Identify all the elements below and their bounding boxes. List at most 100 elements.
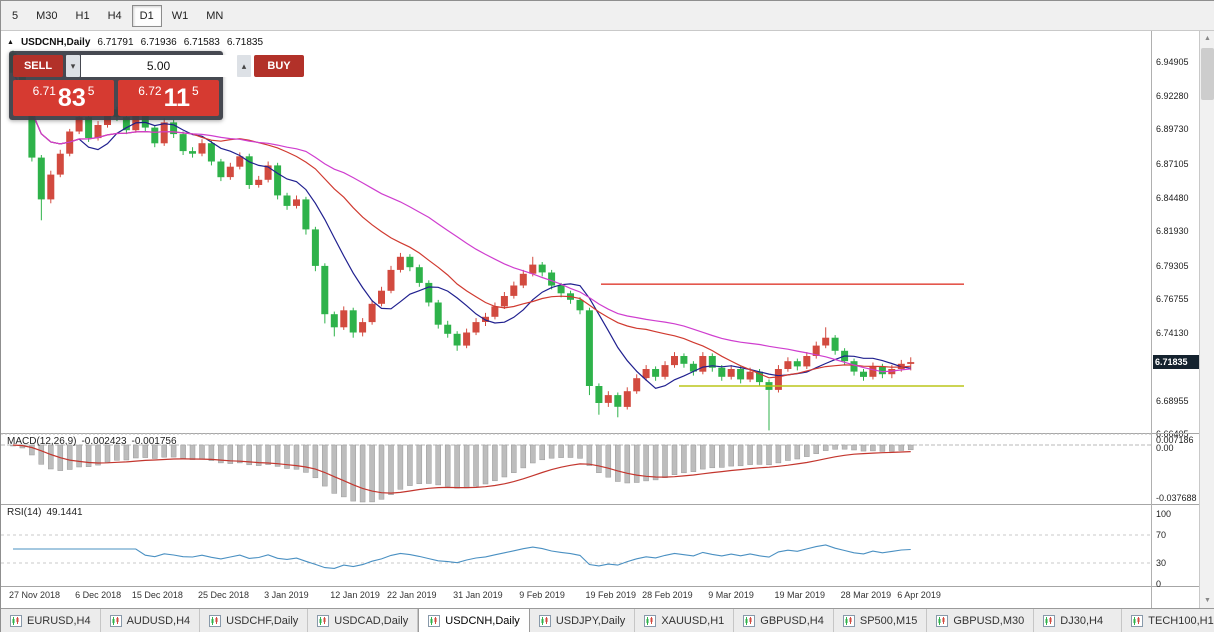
- date-label: 28 Feb 2019: [642, 590, 693, 600]
- ohlc-low: 6.71583: [183, 37, 220, 48]
- date-label: 19 Feb 2019: [585, 590, 636, 600]
- symbol-label: USDCNH,Daily: [20, 37, 91, 48]
- macd-scale-max: 0.007186: [1156, 435, 1194, 445]
- ohlc-open: 6.71791: [97, 37, 134, 48]
- chart-icon: [317, 615, 330, 627]
- timeframe-button-m30[interactable]: M30: [36, 9, 58, 22]
- tab-label: SP500,M15: [859, 615, 918, 627]
- date-label: 22 Jan 2019: [387, 590, 437, 600]
- chart-icon: [209, 615, 222, 627]
- pane-separator: [1152, 433, 1200, 434]
- price-scale-label: 6.68955: [1156, 395, 1189, 406]
- tab-audusd-h4[interactable]: AUDUSD,H4: [100, 609, 201, 632]
- timeframe-button-d1[interactable]: D1: [131, 4, 162, 27]
- timeframe-button-5[interactable]: 5: [12, 9, 19, 22]
- chart-icon: [10, 615, 22, 627]
- tab-label: USDCHF,Daily: [226, 615, 299, 627]
- date-axis: 27 Nov 2018 6 Dec 2018 15 Dec 2018 25 Dec 2…: [1, 587, 1151, 607]
- date-label: 9 Feb 2019: [519, 590, 565, 600]
- price-scale-label: 6.74130: [1156, 328, 1189, 339]
- macd-title: MACD(12,26,9): [7, 436, 77, 447]
- macd-scale-min: -0.037688: [1156, 493, 1197, 503]
- volume-input[interactable]: [81, 55, 236, 77]
- tab-usdcad-daily[interactable]: USDCAD,Daily: [308, 609, 419, 632]
- price-scale-label: 6.79305: [1156, 260, 1189, 271]
- chart-icon: [743, 615, 756, 627]
- tab-sp500-m15[interactable]: SP500,M15: [833, 609, 928, 632]
- price-scale-label: 6.94905: [1156, 56, 1189, 67]
- tab-tech100-h1[interactable]: TECH100,H1: [1122, 609, 1214, 632]
- chart-icon: [428, 615, 441, 627]
- tab-label: XAUUSD,H1: [661, 615, 725, 627]
- one-click-trade-panel: SELL ▾ ▴ BUY 6.71 83 5 6.72: [9, 51, 304, 120]
- date-label: 31 Jan 2019: [453, 590, 503, 600]
- sell-price-fraction: 5: [87, 84, 95, 98]
- sell-price-box[interactable]: 6.71 83 5: [13, 80, 114, 116]
- macd-value-2: -0.001756: [131, 436, 177, 447]
- rsi-scale-label: 30: [1156, 558, 1167, 568]
- buy-price-box[interactable]: 6.72 11 5: [118, 80, 219, 116]
- rsi-label: RSI(14) 49.1441: [7, 507, 83, 518]
- tab-eurusd-h4[interactable]: EURUSD,H4: [1, 609, 101, 632]
- timeframe-button-mn[interactable]: MN: [206, 9, 224, 22]
- tab-dj30-h4[interactable]: DJ30,H4: [1034, 609, 1123, 632]
- sell-price-pips: 83: [57, 83, 86, 112]
- scroll-up-arrow-icon[interactable]: ▲: [1204, 35, 1211, 42]
- timeframe-button-h1[interactable]: H1: [75, 9, 90, 22]
- tab-usdcnh-daily[interactable]: USDCNH,Daily: [418, 609, 530, 632]
- tab-xauusd-h1[interactable]: XAUUSD,H1: [635, 609, 735, 632]
- rsi-scale-label: 100: [1156, 509, 1172, 519]
- rsi-scale-label: 0: [1156, 579, 1162, 589]
- timeframe-bar: 5 M30 H1 H4 D1 W1 MN: [3, 4, 232, 27]
- timeframe-toolbar: 5 M30 H1 H4 D1 W1 MN: [1, 1, 1214, 31]
- pane-separator: [1152, 504, 1200, 505]
- pane-separator: [1152, 586, 1200, 587]
- price-scale-label: 6.92280: [1156, 91, 1189, 102]
- chart-icon: [842, 615, 855, 627]
- buy-price-big-figure: 6.72: [138, 84, 162, 98]
- sell-price-big-figure: 6.71: [32, 84, 56, 98]
- price-scale-label: 6.81930: [1156, 226, 1189, 237]
- buy-price-pips: 11: [163, 83, 191, 112]
- volume-decrease-button[interactable]: ▾: [66, 55, 80, 77]
- chart-icon: [538, 615, 551, 627]
- chart-window: ▲ USDCNH,Daily 6.71791 6.71936 6.71583 6…: [1, 31, 1214, 608]
- tab-label: USDCAD,Daily: [334, 615, 409, 627]
- vertical-scrollbar[interactable]: ▲ ▼: [1199, 31, 1214, 608]
- tab-gbpusd-m30[interactable]: GBPUSD,M30: [927, 609, 1035, 632]
- tab-gbpusd-h4[interactable]: GBPUSD,H4: [734, 609, 834, 632]
- tab-label: USDCNH,Daily: [445, 615, 520, 627]
- volume-increase-button[interactable]: ▴: [237, 55, 251, 77]
- candlestick-chart[interactable]: [1, 31, 1151, 608]
- price-scale-label: 6.76755: [1156, 293, 1189, 304]
- macd-scale-zero: 0.00: [1156, 443, 1174, 453]
- tab-label: DJ30,H4: [1060, 615, 1104, 627]
- date-label: 9 Mar 2019: [708, 590, 754, 600]
- date-label: 28 Mar 2019: [840, 590, 892, 600]
- symbol-up-arrow-icon: ▲: [7, 39, 14, 46]
- current-price-badge: 6.71835: [1153, 355, 1199, 370]
- tab-label: AUDUSD,H4: [126, 615, 191, 627]
- tab-usdchf-daily[interactable]: USDCHF,Daily: [200, 609, 309, 632]
- tab-usdjpy-daily[interactable]: USDJPY,Daily: [529, 609, 636, 632]
- scroll-down-arrow-icon[interactable]: ▼: [1204, 597, 1211, 604]
- price-scale: 6.94905 6.92280 6.89730 6.87105 6.84480 6.819…: [1151, 31, 1200, 608]
- sell-button[interactable]: SELL: [13, 55, 63, 77]
- buy-button[interactable]: BUY: [254, 55, 304, 77]
- price-scale-label: 6.87105: [1156, 158, 1189, 169]
- chart-area[interactable]: ▲ USDCNH,Daily 6.71791 6.71936 6.71583 6…: [1, 31, 1151, 608]
- date-label: 6 Apr 2019: [897, 590, 941, 600]
- rsi-value: 49.1441: [46, 507, 83, 518]
- macd-value-1: -0.002423: [81, 436, 127, 447]
- date-label: 12 Jan 2019: [330, 590, 380, 600]
- timeframe-button-w1[interactable]: W1: [171, 9, 189, 22]
- macd-label: MACD(12,26,9) -0.002423 -0.001756: [7, 436, 177, 447]
- date-label: 6 Dec 2018: [75, 590, 122, 600]
- date-label: 25 Dec 2018: [198, 590, 250, 600]
- scrollbar-thumb[interactable]: [1201, 48, 1214, 100]
- tab-label: USDJPY,Daily: [555, 615, 626, 627]
- date-label: 19 Mar 2019: [774, 590, 825, 600]
- buy-price-fraction: 5: [192, 84, 199, 98]
- timeframe-button-h4[interactable]: H4: [107, 9, 122, 22]
